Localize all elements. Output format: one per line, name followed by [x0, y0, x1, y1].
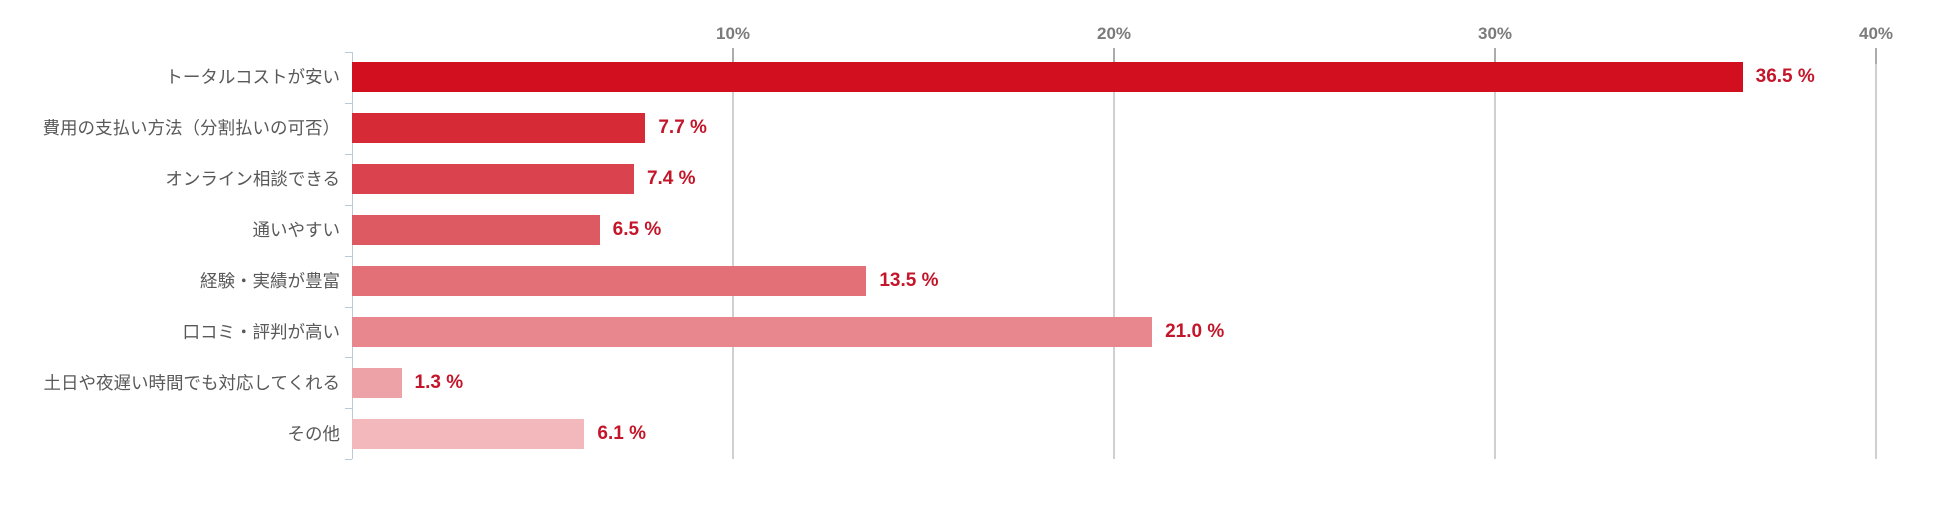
category-label: その他 — [287, 423, 341, 444]
category-label: トータルコストが安い — [165, 67, 340, 88]
gridline — [732, 52, 734, 459]
y-axis-tick — [345, 255, 352, 257]
gridline — [1875, 52, 1877, 459]
category-label: 通いやすい — [252, 220, 341, 241]
gridline — [1113, 52, 1115, 459]
y-axis-tick — [345, 153, 352, 155]
y-axis-tick — [345, 459, 352, 461]
category-label: 口コミ・評判が高い — [182, 321, 341, 342]
y-axis-tick — [345, 204, 352, 206]
bar — [352, 164, 634, 195]
x-axis-tick — [1113, 48, 1115, 64]
x-tick-label-40: 40% — [1858, 24, 1894, 43]
bar — [352, 113, 646, 144]
category-label: オンライン相談できる — [165, 169, 340, 190]
x-tick-label-20: 20% — [1096, 24, 1132, 43]
x-tick-label-10: 10% — [715, 24, 751, 43]
value-label: 36.5 % — [1755, 66, 1815, 88]
y-axis-line — [352, 52, 353, 459]
bar — [352, 367, 402, 398]
gridline — [1494, 52, 1496, 459]
value-label: 7.4 % — [646, 168, 696, 190]
bar — [352, 215, 600, 246]
bar — [352, 62, 1743, 93]
value-label: 1.3 % — [414, 371, 464, 393]
category-label: 費用の支払い方法（分割払いの可否） — [42, 118, 341, 139]
category-label: 経験・実績が豊富 — [200, 271, 340, 292]
x-axis-tick — [732, 48, 734, 64]
value-label: 7.7 % — [658, 117, 707, 139]
x-tick-label-30: 30% — [1477, 24, 1513, 43]
value-label: 6.5 % — [612, 219, 662, 241]
bar — [352, 316, 1153, 347]
y-axis-tick — [345, 306, 352, 308]
y-axis-tick — [345, 102, 352, 104]
bar — [352, 418, 585, 449]
value-label: 21.0 % — [1165, 320, 1225, 342]
x-axis-tick — [1494, 48, 1496, 64]
category-label: 土日や夜遅い時間でも対応してくれる — [43, 372, 340, 393]
y-axis-tick — [345, 408, 352, 410]
y-axis-tick — [345, 357, 352, 359]
value-label: 13.5 % — [879, 270, 939, 292]
y-axis-tick — [345, 52, 352, 53]
x-axis-tick — [1875, 48, 1877, 64]
value-label: 6.1 % — [597, 422, 646, 444]
bar — [352, 266, 867, 297]
